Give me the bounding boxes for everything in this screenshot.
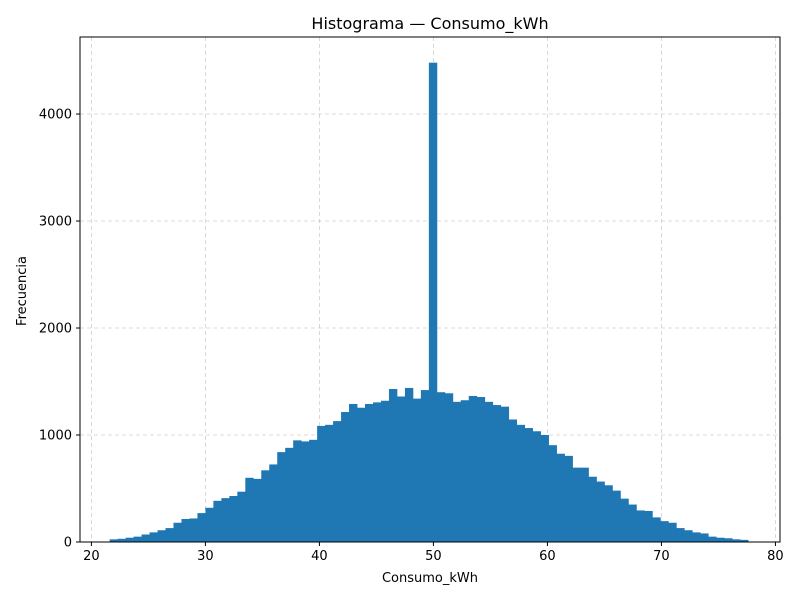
- y-axis-label: Frecuencia: [15, 256, 30, 326]
- histogram-bar: [109, 539, 119, 542]
- histogram-bar: [285, 447, 294, 542]
- histogram-bar: [181, 518, 190, 542]
- histogram-bar: [261, 470, 270, 542]
- histogram-bar: [452, 401, 462, 542]
- histogram-bar: [692, 532, 701, 542]
- histogram-bars: [109, 62, 749, 542]
- histogram-bar: [460, 400, 470, 542]
- y-tick-label: 3000: [39, 215, 72, 230]
- x-tick-label: 50: [425, 549, 442, 564]
- histogram-bar: [372, 402, 382, 542]
- histogram-bar: [476, 397, 486, 542]
- histogram-bar: [500, 406, 510, 542]
- histogram-bar: [237, 491, 246, 542]
- y-tick-label: 0: [64, 536, 72, 551]
- y-tick-label: 2000: [39, 322, 72, 337]
- histogram-bar: [524, 428, 534, 542]
- histogram-bar: [293, 440, 302, 542]
- histogram-bar: [245, 477, 254, 542]
- x-axis-label: Consumo_kWh: [382, 571, 478, 586]
- histogram-bar: [380, 400, 390, 542]
- histogram-bar: [564, 455, 573, 542]
- histogram-bar: [484, 401, 494, 542]
- histogram-bar: [412, 398, 422, 542]
- histogram-bar: [404, 387, 414, 542]
- histogram-bar: [428, 62, 438, 542]
- histogram-bar: [197, 513, 206, 542]
- histogram-bar: [492, 405, 502, 542]
- histogram-bar: [652, 517, 661, 542]
- histogram-bar: [708, 536, 717, 542]
- x-tick-label: 80: [767, 549, 784, 564]
- histogram-bar: [325, 424, 334, 542]
- histogram-bar: [516, 424, 526, 542]
- histogram-bar: [157, 530, 166, 542]
- histogram-bar: [253, 478, 262, 542]
- histogram-bar: [173, 522, 182, 542]
- histogram-bar: [309, 439, 318, 542]
- y-tick-label: 1000: [39, 429, 72, 444]
- histogram-bar: [269, 464, 278, 542]
- histogram-bar: [388, 389, 398, 542]
- histogram-bar: [317, 425, 326, 542]
- histogram-bar: [668, 522, 677, 542]
- axes: 20 30 40 50 60 70 80 0 1000 2000 3000 4000: [39, 36, 784, 564]
- histogram-bar: [205, 507, 214, 542]
- histogram-bar: [133, 536, 142, 542]
- histogram-bar: [117, 538, 127, 542]
- histogram-bar: [620, 498, 629, 542]
- histogram-bar: [676, 528, 685, 542]
- histogram-bar: [716, 537, 725, 542]
- x-tick-label: 20: [83, 549, 100, 564]
- histogram-bar: [165, 528, 174, 542]
- histogram-bar: [700, 533, 709, 542]
- histogram-bar: [508, 419, 518, 542]
- histogram-bar: [628, 504, 637, 542]
- histogram-bar: [548, 445, 557, 542]
- histogram-bar: [349, 403, 358, 542]
- x-tick-label: 30: [197, 549, 214, 564]
- histogram-bar: [684, 530, 693, 542]
- x-tick-label: 60: [539, 549, 556, 564]
- histogram-bar: [588, 476, 597, 542]
- histogram-bar: [540, 435, 549, 542]
- x-tick-label: 40: [311, 549, 328, 564]
- histogram-bar: [660, 521, 669, 542]
- histogram-bar: [420, 390, 430, 542]
- histogram-bar: [301, 441, 310, 542]
- histogram-bar: [636, 510, 645, 542]
- histogram-bar: [732, 539, 741, 542]
- histogram-bar: [149, 532, 158, 542]
- histogram-bar: [644, 510, 653, 542]
- histogram-bar: [436, 392, 446, 542]
- histogram-bar: [221, 498, 230, 542]
- histogram-bar: [596, 481, 605, 542]
- x-tick-label: 70: [653, 549, 670, 564]
- histogram-bar: [365, 403, 374, 542]
- histogram-bar: [213, 500, 222, 542]
- histogram-bar: [468, 395, 478, 542]
- chart-title: Histograma — Consumo_kWh: [311, 14, 548, 34]
- histogram-bar: [556, 453, 565, 542]
- histogram-bar: [444, 393, 454, 542]
- y-tick-label: 4000: [39, 108, 72, 123]
- histogram-bar: [277, 452, 286, 542]
- histogram-bar: [740, 539, 749, 542]
- histogram-bar: [604, 485, 613, 542]
- histogram-bar: [141, 534, 150, 542]
- histogram-bar: [580, 467, 589, 542]
- histogram-bar: [396, 396, 406, 542]
- histogram-bar: [572, 467, 581, 542]
- histogram-bar: [724, 538, 733, 542]
- histogram-bar: [189, 518, 198, 542]
- histogram-bar: [333, 421, 342, 542]
- histogram-bar: [357, 407, 366, 542]
- histogram-bar: [612, 490, 621, 542]
- histogram-bar: [341, 412, 350, 542]
- histogram-bar: [229, 495, 238, 542]
- plot-frame: [79, 36, 781, 543]
- histogram-bar: [532, 431, 541, 542]
- histogram-bar: [125, 537, 134, 542]
